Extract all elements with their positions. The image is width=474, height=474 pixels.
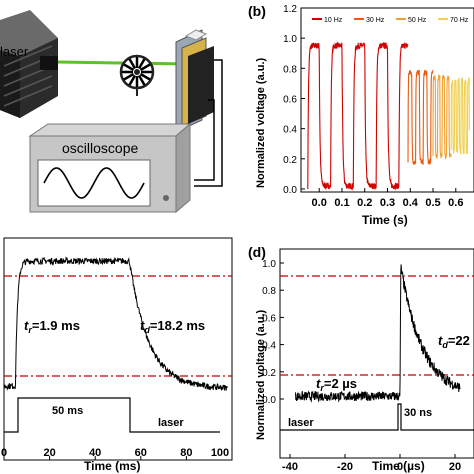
panel-d-xtick-label: -40 <box>282 461 298 473</box>
panel-c-laser-pulse <box>4 397 220 433</box>
panel-d-label: (d) <box>248 244 266 260</box>
panel-b-xtick-label: 0.4 <box>403 197 419 209</box>
panel-d-xlabel: Time (µs) <box>372 459 425 473</box>
panel-c-xtick-label: 80 <box>180 447 192 459</box>
panel-c-xtick-label: 100 <box>211 447 229 459</box>
panel-d: (d) Normalized voltage (a.u.) laser 30 n… <box>248 244 474 473</box>
panel-b-series-30-hz <box>407 69 434 165</box>
panel-d-xtick-label: -20 <box>337 461 353 473</box>
panel-c-xtick-label: 60 <box>135 447 147 459</box>
panel-d-laser-label: laser <box>288 417 314 429</box>
panel-c-xtick-label: 0 <box>1 447 7 459</box>
panel-b-ytick-label: 0.2 <box>283 155 297 166</box>
oscilloscope-label: oscilloscope <box>62 140 138 156</box>
panel-b-legend-label: 30 Hz <box>366 17 385 24</box>
panel-b-series-10-hz <box>307 41 409 191</box>
panel-d-xtick-label: 20 <box>449 461 461 473</box>
panel-c-xlabel: Time (ms) <box>84 459 140 473</box>
panel-d-laser-pulse <box>280 403 474 431</box>
panel-b-legend-label: 70 Hz <box>450 17 469 24</box>
panel-d-ytick-label: 0.2 <box>262 368 276 379</box>
panel-b-series-50-hz <box>432 74 452 160</box>
panel-d-ytick-label: 0.6 <box>262 313 276 324</box>
panel-b-ytick-label: 0.4 <box>283 125 297 136</box>
panel-c-xtick-label: 40 <box>89 447 101 459</box>
panel-b-ytick-label: 0.8 <box>283 64 297 75</box>
panel-c: 50 ms laser tr=1.9 ms td=18.2 ms 0 20 40 60… <box>1 237 233 473</box>
panel-d-decay-time: td=22 <box>438 333 470 350</box>
panel-b-xtick-label: 0.0 <box>312 197 327 209</box>
panel-b-ytick-label: 1.0 <box>283 34 297 45</box>
panel-b-xlabel: Time (s) <box>362 213 408 227</box>
chopper-wheel <box>119 54 155 96</box>
panel-c-trace <box>3 256 228 391</box>
panel-b-traces <box>307 41 470 191</box>
panel-b-xtick-label: 0.2 <box>357 197 372 209</box>
panel-b-ylabel: Normalized voltage (a.u.) <box>255 57 267 188</box>
panel-c-xtick-label: 20 <box>43 447 55 459</box>
panel-d-ytick-label: 0.0 <box>262 395 276 406</box>
laser-label: laser <box>0 44 29 59</box>
panel-b-xtick-label: 0.6 <box>448 197 463 209</box>
panel-b-ytick-label: 0.0 <box>283 185 297 196</box>
wire-bottom <box>194 99 215 181</box>
panel-d-xtick-label: 0 <box>397 461 403 473</box>
panel-d-rise-time: tr=2 µs <box>316 376 357 393</box>
panel-c-pulse-label: 50 ms <box>52 405 83 417</box>
laser-device: laser <box>0 10 58 118</box>
panel-b-ytick-label: 0.6 <box>283 94 297 105</box>
wire-top <box>194 59 223 187</box>
panel-c-rise-time: tr=1.9 ms <box>24 318 80 335</box>
panel-b-legend-label: 10 Hz <box>324 17 343 24</box>
panel-b-legend-label: 50 Hz <box>408 17 427 24</box>
panel-b-legend: 10 Hz 30 Hz 50 Hz 70 Hz <box>312 17 469 24</box>
panel-b-series-70-hz <box>450 77 470 155</box>
panel-a-setup: laser oscilloscope <box>0 10 223 214</box>
panel-d-pulse-label: 30 ns <box>404 407 432 419</box>
panel-b: (b) Normalized voltage (a.u.) 0.0 0.2 0.4 0… <box>248 3 474 227</box>
panel-c-decay-time: td=18.2 ms <box>140 318 205 335</box>
panel-b-label: (b) <box>248 3 266 19</box>
photodetector-device <box>175 29 214 133</box>
panel-b-xtick-label: 0.3 <box>380 197 395 209</box>
oscilloscope: oscilloscope <box>28 122 192 214</box>
panel-d-ytick-label: 1.0 <box>262 259 276 270</box>
panel-c-plot-frame <box>3 237 233 461</box>
panel-d-ylabel: Normalized voltage (a.u.) <box>255 309 267 440</box>
panel-d-ytick-label: 0.8 <box>262 286 276 297</box>
panel-d-trace <box>295 264 461 403</box>
panel-b-xtick-label: 0.1 <box>334 197 349 209</box>
panel-b-xtick-label: 0.5 <box>425 197 440 209</box>
panel-d-plot-frame <box>279 248 474 459</box>
panel-c-laser-label: laser <box>158 417 184 429</box>
panel-b-ytick-label: 1.2 <box>283 4 297 15</box>
panel-d-ytick-label: 0.4 <box>262 341 276 352</box>
